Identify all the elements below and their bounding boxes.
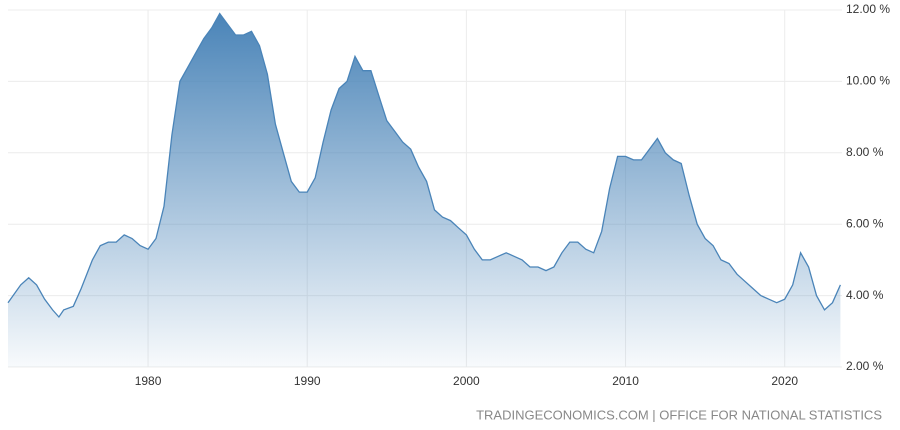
x-tick-label: 2010 [612, 374, 639, 388]
x-tick-label: 2020 [771, 374, 798, 388]
y-tick-label: 10.00 % [846, 74, 890, 88]
x-tick-label: 1990 [294, 374, 321, 388]
y-tick-label: 8.00 % [846, 145, 884, 159]
y-tick-label: 4.00 % [846, 288, 884, 302]
y-tick-label: 6.00 % [846, 216, 884, 230]
source: TRADINGECONOMICS.COM | OFFICE FOR NATION… [476, 407, 882, 422]
line [7, 12, 841, 319]
x-tick-label: 2000 [453, 374, 480, 388]
x-tick-label: 1980 [135, 374, 162, 388]
y-tick-label: 12.00 % [846, 2, 890, 16]
area-fill [8, 13, 841, 367]
y-tick-label: 2.00 % [846, 359, 884, 373]
